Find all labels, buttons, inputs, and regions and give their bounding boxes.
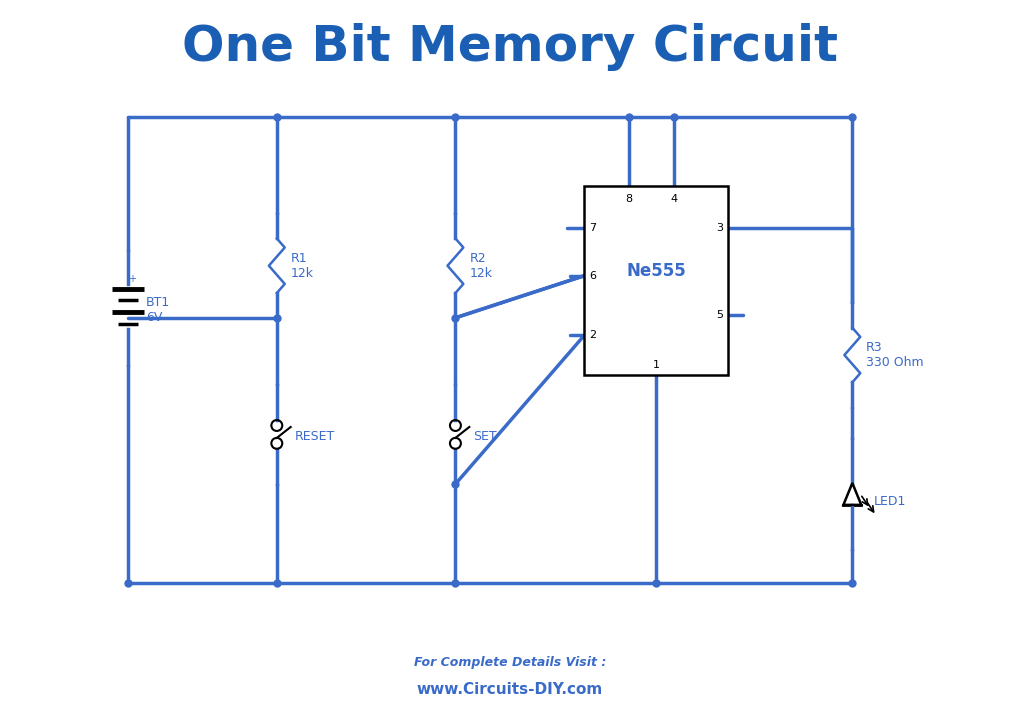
Text: www.Circuits-DIY.com: www.Circuits-DIY.com: [417, 682, 602, 697]
Text: 5: 5: [715, 310, 722, 320]
Text: BT1
6V: BT1 6V: [146, 297, 170, 325]
Text: R1
12k: R1 12k: [290, 252, 314, 280]
Text: 4: 4: [669, 194, 677, 204]
Text: 2: 2: [589, 330, 596, 340]
Text: 6: 6: [589, 271, 596, 281]
Bar: [584, 186, 728, 375]
Text: For Complete Details Visit :: For Complete Details Visit :: [414, 656, 605, 669]
Text: R2
12k: R2 12k: [469, 252, 492, 280]
Text: LED1: LED1: [873, 495, 906, 508]
Text: +: +: [127, 274, 136, 284]
Text: Ne555: Ne555: [626, 261, 686, 279]
Text: 3: 3: [715, 223, 722, 233]
Text: 7: 7: [589, 223, 596, 233]
Text: RESET: RESET: [294, 430, 334, 443]
Text: One Bit Memory Circuit: One Bit Memory Circuit: [181, 24, 838, 71]
Text: SET: SET: [473, 430, 496, 443]
Text: 1: 1: [652, 360, 659, 370]
Text: R3
330 Ohm: R3 330 Ohm: [865, 341, 923, 369]
Text: 8: 8: [625, 194, 632, 204]
